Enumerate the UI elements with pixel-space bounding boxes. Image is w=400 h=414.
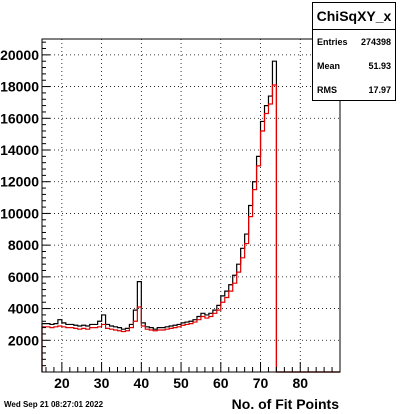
- y-tick-label: 12000: [0, 174, 39, 190]
- stats-value-entries: 274398: [360, 37, 391, 47]
- stats-label-entries: Entries: [317, 37, 348, 47]
- y-tick-label: 10000: [0, 205, 39, 221]
- x-axis-title: No. of Fit Points: [231, 396, 339, 412]
- y-tick-label: 6000: [8, 269, 39, 285]
- y-tick-label: 4000: [8, 301, 39, 317]
- stats-row-entries: Entries 274398: [313, 30, 395, 54]
- x-tick-label: 20: [54, 375, 70, 391]
- x-tick-label: 70: [253, 375, 269, 391]
- footer-date: Wed Sep 21 08:27:01 2022: [4, 400, 104, 409]
- y-tick-label: 8000: [8, 237, 39, 253]
- x-tick-label: 50: [173, 375, 189, 391]
- y-tick-label: 14000: [0, 142, 39, 158]
- y-tick-label: 16000: [0, 110, 39, 126]
- x-tick-label: 40: [134, 375, 150, 391]
- y-tick-label: 18000: [0, 79, 39, 95]
- stats-row-rms: RMS 17.97: [313, 78, 395, 102]
- histogram-black-series: [41, 60, 340, 373]
- y-tick-label: 20000: [0, 47, 39, 63]
- stats-value-mean: 51.93: [368, 61, 391, 71]
- histogram-red-series: [41, 84, 340, 373]
- stats-row-mean: Mean 51.93: [313, 54, 395, 78]
- axis-ticks: 2000 4000 6000 8000 10000 12000 14000 16000 1800…: [0, 41, 333, 391]
- stats-label-rms: RMS: [317, 85, 337, 95]
- x-tick-label: 60: [213, 375, 229, 391]
- grid-lines: [42, 39, 340, 372]
- y-tick-label: 2000: [8, 332, 39, 348]
- stats-label-mean: Mean: [317, 61, 341, 71]
- x-tick-label: 30: [94, 375, 110, 391]
- stats-title: ChiSqXY_x: [313, 3, 395, 30]
- x-tick-label: 80: [292, 375, 308, 391]
- histogram-series: [41, 60, 340, 373]
- stats-value-rms: 17.97: [368, 85, 391, 95]
- stats-box: ChiSqXY_x Entries 274398 Mean 51.93 RMS …: [312, 2, 396, 101]
- plot-frame: [41, 38, 341, 373]
